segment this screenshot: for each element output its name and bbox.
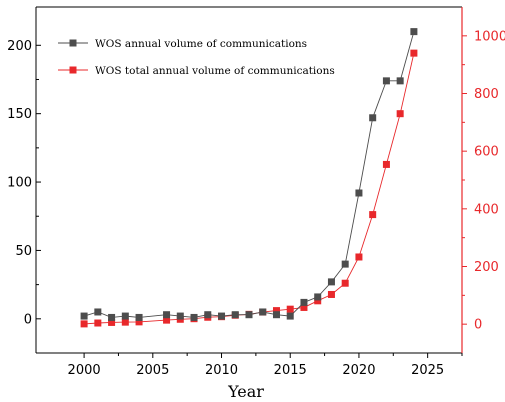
data-point — [121, 312, 129, 320]
data-point — [369, 114, 377, 122]
data-point — [80, 312, 88, 320]
left-y-tick-label: 200 — [7, 39, 32, 54]
series-line — [84, 53, 415, 325]
right-y-axis: 0 200 400 600 800 1000 — [461, 7, 505, 353]
data-point — [108, 318, 116, 326]
right-y-tick-label: 0 — [474, 318, 482, 333]
data-point — [286, 305, 294, 313]
left-y-tick-label: 100 — [7, 176, 32, 191]
data-point — [369, 211, 377, 219]
x-tick-label: 2025 — [411, 363, 444, 378]
legend-item: WOS annual volume of communications — [58, 38, 307, 50]
data-point — [300, 298, 308, 306]
series-1 — [80, 28, 418, 321]
data-point — [341, 279, 349, 287]
data-point — [341, 260, 349, 268]
right-y-tick-label: 600 — [474, 145, 499, 160]
series-2 — [80, 49, 418, 328]
legend-marker — [69, 66, 77, 74]
legend: WOS annual volume of communications WOS t… — [58, 38, 335, 77]
data-point — [204, 311, 212, 319]
x-tick-label: 2000 — [68, 363, 101, 378]
data-point — [163, 316, 171, 324]
series-layer — [80, 28, 418, 328]
data-point — [355, 253, 363, 261]
legend-item: WOS total annual volume of communication… — [58, 65, 335, 77]
data-point — [245, 311, 253, 319]
x-axis-title: Year — [227, 382, 264, 401]
data-point — [272, 307, 280, 315]
data-point — [135, 313, 143, 321]
data-point — [314, 297, 322, 305]
x-tick-label: 2020 — [342, 363, 375, 378]
x-axis: 2000 2005 2010 2015 2020 2025 — [68, 353, 463, 378]
left-y-tick-label: 150 — [7, 107, 32, 122]
data-point — [314, 293, 322, 301]
data-point — [108, 313, 116, 321]
data-point — [135, 318, 143, 326]
data-point — [382, 160, 390, 168]
data-point — [396, 77, 404, 85]
legend-label: WOS annual volume of communications — [95, 38, 307, 50]
data-point — [272, 311, 280, 319]
data-point — [382, 77, 390, 85]
data-point — [190, 313, 198, 321]
data-point — [94, 308, 102, 316]
legend-label: WOS total annual volume of communication… — [95, 65, 335, 77]
data-point — [410, 49, 418, 57]
x-tick-label: 2010 — [205, 363, 238, 378]
right-y-tick-label: 200 — [474, 260, 499, 275]
data-point — [121, 318, 129, 326]
right-y-tick-label: 1000 — [474, 29, 505, 44]
data-point — [410, 28, 418, 36]
data-point — [286, 312, 294, 320]
data-point — [176, 312, 184, 320]
data-point — [80, 320, 88, 328]
data-point — [259, 308, 267, 316]
data-point — [327, 290, 335, 298]
right-y-tick-label: 400 — [474, 202, 499, 217]
x-tick-label: 2005 — [136, 363, 169, 378]
data-point — [163, 311, 171, 319]
x-tick-label: 2015 — [274, 363, 307, 378]
left-y-tick-label: 0 — [24, 312, 32, 327]
plot-frame — [35, 6, 462, 354]
data-point — [327, 278, 335, 286]
left-y-axis: 0 50 100 150 200 — [7, 39, 41, 327]
legend-marker — [69, 39, 77, 47]
data-point — [231, 311, 239, 319]
data-point — [300, 303, 308, 311]
data-point — [396, 110, 404, 118]
data-point — [355, 189, 363, 197]
data-point — [94, 319, 102, 327]
data-point — [218, 312, 226, 320]
left-y-tick-label: 50 — [15, 244, 32, 259]
right-y-tick-label: 800 — [474, 87, 499, 102]
